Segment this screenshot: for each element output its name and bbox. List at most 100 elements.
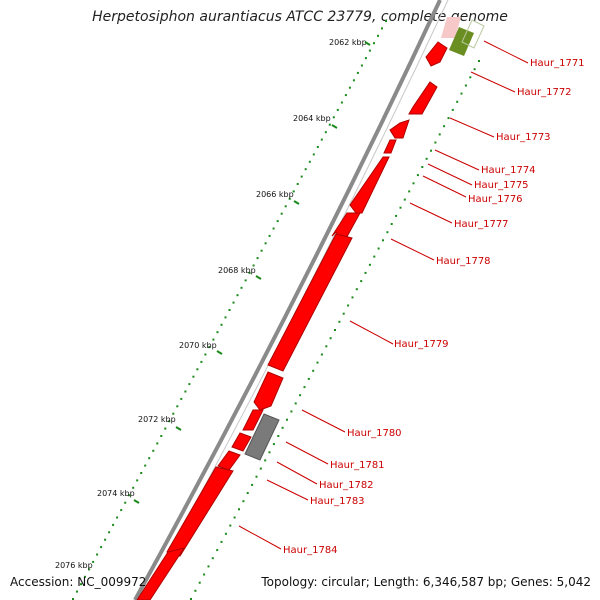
kbp-tick-mark bbox=[133, 499, 140, 504]
gc-dot bbox=[251, 483, 254, 486]
gc-dot bbox=[348, 86, 351, 89]
leader-line-haur-1780 bbox=[301, 409, 346, 433]
gene-label-haur-1783: Haur_1783 bbox=[310, 496, 365, 507]
gc-dot bbox=[292, 190, 295, 193]
gc-dot bbox=[368, 263, 371, 266]
gc-dot bbox=[344, 94, 347, 97]
kbp-tick-label: 2066 kbp bbox=[256, 190, 294, 199]
gc-dot bbox=[264, 459, 267, 462]
gc-dot bbox=[252, 264, 255, 267]
gc-dot bbox=[312, 153, 315, 156]
kbp-tick-marks bbox=[133, 41, 371, 504]
gc-dot bbox=[220, 540, 223, 543]
gc-dot bbox=[382, 239, 384, 242]
gc-dot bbox=[248, 271, 251, 274]
gc-dot bbox=[259, 467, 262, 470]
gc-dot bbox=[438, 133, 441, 136]
gc-dot bbox=[290, 410, 293, 413]
gc-dot bbox=[184, 390, 187, 393]
cds-haur-1773 bbox=[408, 81, 438, 115]
leader-line-haur-1782 bbox=[276, 461, 318, 485]
leader-line-haur-1774 bbox=[434, 149, 480, 171]
gc-dot bbox=[425, 157, 428, 160]
leader-line-haur-1773 bbox=[449, 117, 495, 138]
gc-dot bbox=[268, 234, 271, 237]
kbp-tick-label: 2062 kbp bbox=[329, 38, 367, 47]
gc-dot bbox=[116, 516, 119, 519]
leader-line-haur-1781 bbox=[285, 441, 329, 465]
feature-track bbox=[136, 17, 485, 600]
gc-dot bbox=[260, 249, 263, 252]
leader-line-haur-1775 bbox=[427, 163, 473, 186]
gc-dot bbox=[108, 531, 111, 534]
accession-text: Accession: NC_009972 bbox=[10, 575, 147, 589]
gc-dot bbox=[373, 255, 376, 258]
kbp-tick-label: 2072 kbp bbox=[138, 415, 176, 424]
gc-dot bbox=[351, 296, 354, 299]
gc-dot bbox=[390, 223, 393, 225]
gc-dot bbox=[276, 220, 279, 223]
cds-haur-1780 bbox=[253, 371, 284, 411]
gc-dot bbox=[447, 117, 450, 120]
gc-dot bbox=[190, 598, 192, 600]
cds-haur-1782 bbox=[231, 432, 252, 452]
kbp-tick-mark bbox=[255, 275, 262, 280]
gc-dot bbox=[416, 174, 419, 177]
gc-dot bbox=[286, 418, 288, 421]
gc-dot bbox=[473, 68, 476, 71]
gc-dot bbox=[386, 231, 389, 234]
kbp-tick-mark bbox=[216, 350, 223, 355]
gc-dot bbox=[255, 475, 258, 478]
gc-dot bbox=[92, 560, 95, 563]
gc-dot bbox=[72, 598, 74, 600]
gc-dot bbox=[268, 451, 271, 454]
leader-line-haur-1772 bbox=[470, 71, 516, 93]
gene-label-haur-1777: Haur_1777 bbox=[454, 219, 509, 230]
gc-dot bbox=[303, 386, 306, 389]
gc-dot bbox=[264, 242, 267, 245]
cds-haur-1771-pale bbox=[441, 17, 461, 38]
inner-gc-dots bbox=[190, 60, 480, 600]
topology-summary: Topology: circular; Length: 6,346,587 bp… bbox=[261, 575, 591, 589]
kbp-tick-mark bbox=[331, 124, 338, 129]
gc-dot bbox=[456, 100, 459, 103]
gc-dot bbox=[288, 197, 291, 200]
gc-dot bbox=[140, 472, 143, 474]
gc-dot bbox=[360, 280, 363, 283]
kbp-tick-mark bbox=[364, 41, 371, 46]
cds-haur-1776 bbox=[349, 156, 390, 214]
gc-dot bbox=[347, 304, 350, 307]
gc-dot bbox=[172, 412, 175, 415]
gc-dot bbox=[364, 57, 367, 60]
gc-dot bbox=[120, 509, 123, 512]
gc-dot bbox=[320, 138, 323, 141]
gc-dot bbox=[272, 227, 275, 230]
outer-gc-dots bbox=[72, 20, 387, 600]
gc-dot bbox=[340, 101, 343, 104]
gene-labels: Haur_1771 Haur_1772 Haur_1773 Haur_1774 … bbox=[283, 58, 585, 556]
gc-dot bbox=[412, 182, 415, 185]
gc-dot bbox=[164, 427, 167, 430]
gene-label-haur-1780: Haur_1780 bbox=[347, 428, 402, 439]
gc-dot bbox=[204, 353, 207, 356]
gc-dot bbox=[307, 377, 310, 380]
gc-dot bbox=[200, 360, 203, 363]
gc-dot bbox=[281, 426, 284, 429]
cds-haur-1775 bbox=[383, 139, 397, 154]
gc-dot bbox=[381, 27, 383, 30]
leader-line-haur-1777 bbox=[409, 202, 453, 224]
gc-dot bbox=[88, 568, 91, 571]
cds-haur-1781 bbox=[242, 409, 264, 431]
gc-dot bbox=[224, 316, 227, 319]
gene-label-haur-1779: Haur_1779 bbox=[394, 339, 449, 350]
gc-dot bbox=[403, 198, 406, 201]
gc-dot bbox=[211, 557, 214, 560]
gc-dot bbox=[176, 405, 179, 408]
cds-haur-1772 bbox=[425, 41, 448, 67]
cds-haur-1774 bbox=[389, 119, 410, 139]
gc-dot bbox=[328, 123, 331, 126]
gc-dot bbox=[421, 166, 424, 168]
gc-dot bbox=[196, 368, 199, 371]
gene-label-haur-1774: Haur_1774 bbox=[481, 165, 536, 176]
gc-dot bbox=[188, 383, 191, 386]
